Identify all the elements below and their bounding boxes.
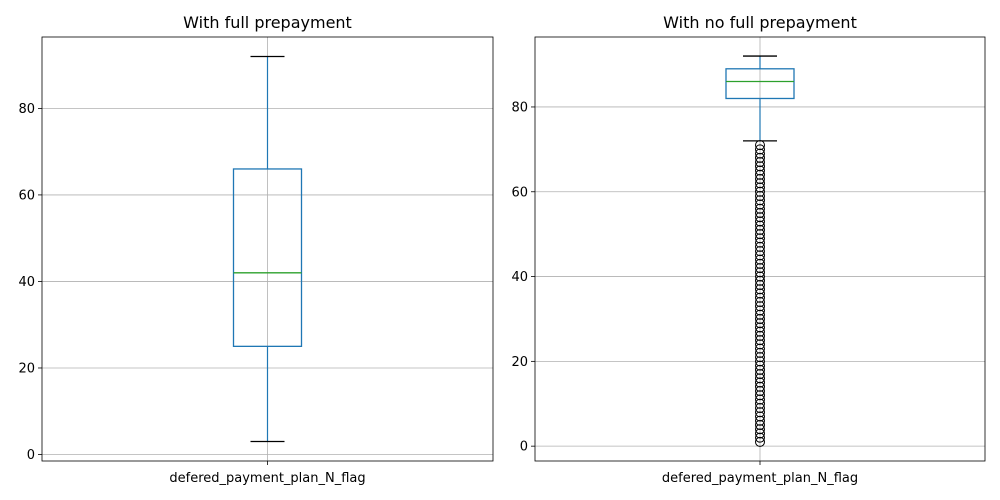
outlier-point: [755, 326, 765, 337]
outlier-point: [755, 174, 765, 185]
outlier-point: [755, 360, 765, 371]
y-tick-label: 0: [520, 440, 528, 455]
outlier-point: [755, 419, 765, 430]
outlier-point: [755, 267, 765, 278]
outlier-point: [755, 369, 765, 380]
y-tick-label: 80: [18, 102, 35, 117]
outlier-point: [755, 203, 765, 214]
outlier-point: [755, 394, 765, 405]
outlier-point: [755, 280, 765, 291]
y-tick-label: 20: [18, 361, 35, 376]
outlier-point: [755, 195, 765, 206]
outlier-point: [755, 254, 765, 265]
outlier-point: [755, 263, 765, 274]
outlier-point: [755, 169, 765, 180]
outlier-point: [755, 403, 765, 413]
outlier-point: [755, 415, 765, 426]
outlier-point: [755, 246, 765, 257]
outlier-point: [755, 407, 765, 418]
outlier-point: [755, 182, 765, 193]
outlier-point: [755, 390, 765, 401]
outlier-point: [755, 284, 765, 295]
outlier-point: [755, 237, 765, 248]
outlier-point: [755, 148, 765, 159]
outlier-point: [755, 322, 765, 333]
right-boxplot-panel: 0 20 40 60 80 defered_payment_plan_N_flag With…: [511, 13, 986, 486]
outlier-point: [755, 216, 765, 227]
outlier-point: [755, 271, 765, 282]
outlier-point: [755, 199, 765, 210]
y-tick-label: 80: [511, 100, 528, 115]
outlier-point: [755, 373, 765, 384]
outlier-point: [755, 352, 765, 363]
outlier-point: [755, 318, 765, 329]
interquartile-box: [725, 68, 795, 100]
outlier-point: [755, 144, 765, 155]
outlier-point: [755, 233, 765, 244]
outlier-point: [755, 191, 765, 201]
outlier-point: [755, 398, 765, 409]
outlier-point: [755, 432, 765, 443]
outlier-point: [755, 411, 765, 422]
outlier-point: [755, 275, 765, 286]
outlier-point: [755, 335, 765, 346]
x-tick-label: defered_payment_plan_N_flag: [169, 471, 365, 486]
outlier-point: [755, 297, 765, 307]
outlier-point: [755, 250, 765, 261]
outlier-point: [755, 424, 765, 435]
outlier-point: [755, 220, 765, 231]
outlier-point: [755, 301, 765, 312]
outlier-point: [755, 292, 765, 303]
outlier-point: [755, 436, 765, 447]
outlier-point: [755, 364, 765, 375]
outlier-point: [755, 157, 765, 168]
outlier-point: [755, 140, 765, 151]
x-tick-label: defered_payment_plan_N_flag: [662, 471, 858, 486]
outlier-point: [755, 229, 765, 240]
y-tick-label: 0: [27, 448, 35, 463]
outlier-point: [755, 381, 765, 392]
outlier-point: [755, 186, 765, 197]
outlier-point: [755, 347, 765, 358]
outlier-point: [755, 288, 765, 299]
chart-title: With no full prepayment: [663, 13, 857, 32]
outlier-point: [755, 161, 765, 172]
outlier-point: [755, 377, 765, 388]
y-tick-label: 40: [18, 275, 35, 290]
outlier-point: [755, 224, 765, 235]
outlier-point: [755, 165, 765, 176]
outlier-point: [755, 330, 765, 341]
chart-title: With full prepayment: [183, 13, 352, 32]
outlier-point: [755, 305, 765, 316]
outlier-point: [755, 212, 765, 223]
y-tick-label: 60: [18, 188, 35, 203]
interquartile-box: [232, 168, 303, 347]
outlier-point: [755, 241, 765, 252]
outlier-point: [755, 343, 765, 354]
outlier-point: [755, 152, 765, 163]
outlier-point: [755, 386, 765, 397]
left-boxplot-panel: 0 20 40 60 80 defered_payment_plan_N_flag With…: [18, 13, 494, 486]
outlier-point: [755, 356, 765, 367]
outlier-point: [755, 258, 765, 269]
outlier-point: [755, 178, 765, 189]
y-tick-label: 40: [511, 270, 528, 285]
outlier-point: [755, 339, 765, 350]
y-tick-label: 60: [511, 185, 528, 200]
y-tick-label: 20: [511, 355, 528, 370]
outlier-point: [755, 428, 765, 439]
outlier-point: [755, 207, 765, 218]
outlier-point: [755, 309, 765, 320]
outlier-point: [755, 313, 765, 324]
